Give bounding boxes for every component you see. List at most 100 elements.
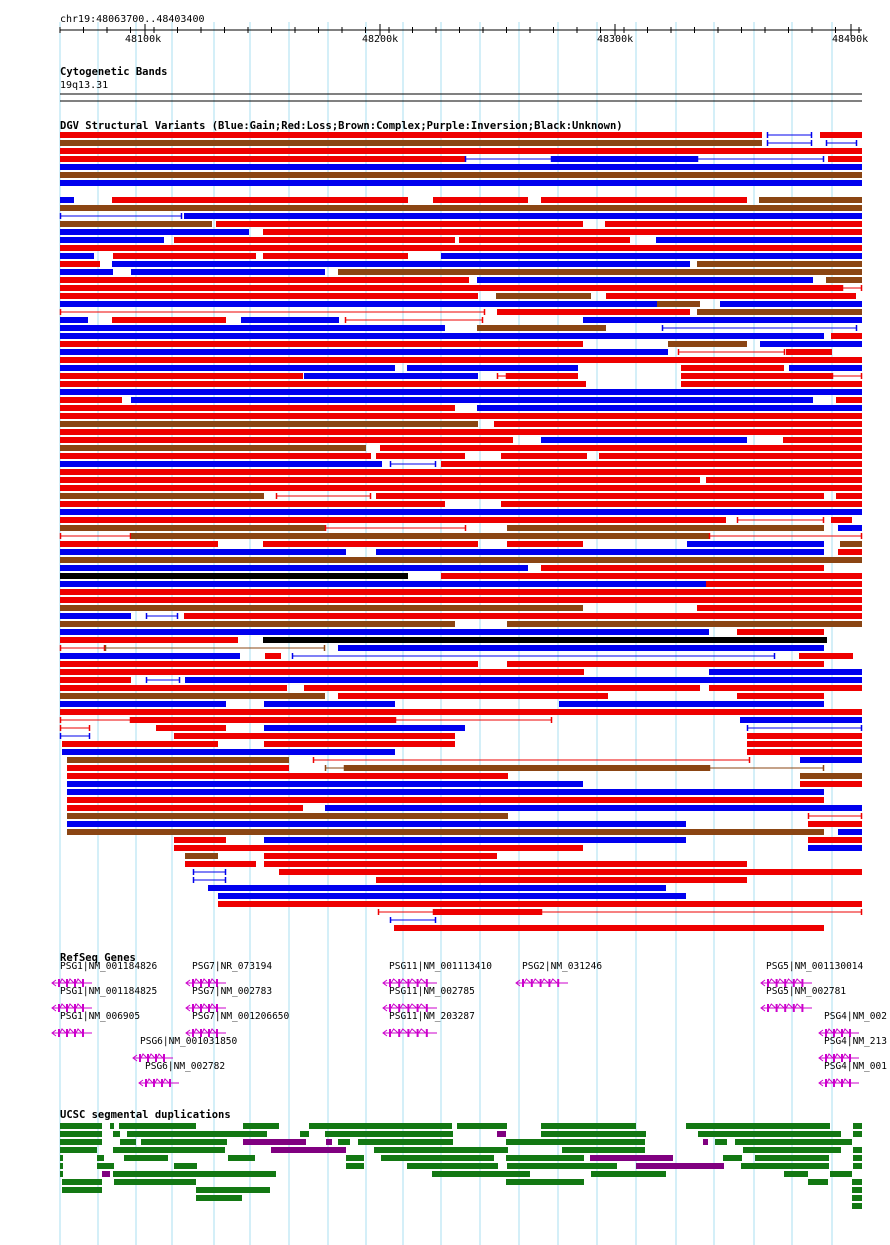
- variant-bar[interactable]: [737, 693, 824, 699]
- variant-span[interactable]: [324, 765, 346, 771]
- segdup-bar[interactable]: [346, 1163, 364, 1169]
- variant-bar[interactable]: [304, 373, 478, 379]
- gene-label[interactable]: PSG6|NM_002782: [145, 1061, 226, 1072]
- variant-bar[interactable]: [433, 197, 528, 203]
- variant-bar[interactable]: [60, 485, 862, 491]
- segdup-bar[interactable]: [808, 1179, 828, 1185]
- variant-bar[interactable]: [60, 621, 455, 627]
- gene-model[interactable]: [515, 978, 568, 987]
- variant-bar[interactable]: [60, 197, 74, 203]
- segdup-bar[interactable]: [97, 1163, 114, 1169]
- segdup-bar[interactable]: [196, 1195, 242, 1201]
- variant-bar[interactable]: [62, 741, 218, 747]
- variant-bar[interactable]: [60, 365, 395, 371]
- variant-bar[interactable]: [720, 301, 862, 307]
- variant-span[interactable]: [389, 917, 437, 923]
- gene-model[interactable]: [185, 1028, 226, 1037]
- gene-label[interactable]: PSG5|NM_002781: [766, 986, 847, 997]
- variant-bar[interactable]: [174, 733, 455, 739]
- variant-span[interactable]: [344, 317, 484, 323]
- variant-span[interactable]: [841, 285, 863, 291]
- segdup-bar[interactable]: [60, 1139, 102, 1145]
- variant-bar[interactable]: [112, 317, 226, 323]
- variant-bar[interactable]: [67, 813, 508, 819]
- variant-bar[interactable]: [800, 773, 862, 779]
- gene-label[interactable]: PSG4|NM_213: [824, 1036, 887, 1047]
- variant-bar[interactable]: [263, 637, 827, 643]
- variant-bar[interactable]: [759, 197, 862, 203]
- variant-bar[interactable]: [541, 197, 747, 203]
- segdup-bar[interactable]: [374, 1147, 508, 1153]
- variant-bar[interactable]: [552, 156, 697, 162]
- gene-label[interactable]: PSG11|NM_002785: [389, 986, 475, 997]
- variant-bar[interactable]: [60, 613, 131, 619]
- segdup-bar[interactable]: [243, 1139, 306, 1145]
- variant-bar[interactable]: [60, 573, 408, 579]
- variant-span[interactable]: [291, 653, 776, 659]
- variant-bar[interactable]: [501, 501, 862, 507]
- segdup-bar[interactable]: [110, 1123, 114, 1129]
- variant-bar[interactable]: [60, 269, 113, 275]
- variant-bar[interactable]: [737, 629, 824, 635]
- variant-bar[interactable]: [477, 277, 813, 283]
- variant-span[interactable]: [389, 461, 437, 467]
- variant-bar[interactable]: [831, 517, 852, 523]
- variant-bar[interactable]: [60, 597, 862, 603]
- segdup-bar[interactable]: [62, 1179, 102, 1185]
- variant-bar[interactable]: [681, 373, 832, 379]
- segdup-bar[interactable]: [62, 1187, 102, 1193]
- variant-bar[interactable]: [459, 237, 630, 243]
- gene-model[interactable]: [138, 1078, 179, 1087]
- variant-span[interactable]: [104, 645, 326, 651]
- variant-bar[interactable]: [60, 180, 862, 186]
- variant-bar[interactable]: [394, 925, 824, 931]
- segdup-bar[interactable]: [60, 1147, 97, 1153]
- variant-bar[interactable]: [697, 605, 862, 611]
- variant-bar[interactable]: [60, 693, 325, 699]
- segdup-bar[interactable]: [346, 1155, 364, 1161]
- variant-bar[interactable]: [60, 389, 862, 395]
- variant-bar[interactable]: [338, 645, 824, 651]
- variant-bar[interactable]: [174, 845, 583, 851]
- variant-bar[interactable]: [507, 525, 824, 531]
- variant-bar[interactable]: [338, 693, 608, 699]
- gene-model[interactable]: [382, 1028, 437, 1037]
- variant-bar[interactable]: [338, 269, 862, 275]
- segdup-bar[interactable]: [358, 1139, 453, 1145]
- variant-bar[interactable]: [131, 397, 813, 403]
- variant-bar[interactable]: [263, 229, 862, 235]
- segdup-bar[interactable]: [271, 1147, 346, 1153]
- gene-label[interactable]: PSG1|NM_006905: [60, 1011, 141, 1022]
- variant-span[interactable]: [59, 733, 91, 739]
- variant-bar[interactable]: [656, 237, 862, 243]
- variant-bar[interactable]: [826, 277, 862, 283]
- gene-model[interactable]: [382, 978, 437, 987]
- variant-bar[interactable]: [840, 541, 862, 547]
- variant-bar[interactable]: [657, 301, 700, 307]
- variant-bar[interactable]: [583, 317, 862, 323]
- variant-bar[interactable]: [60, 285, 842, 291]
- variant-bar[interactable]: [60, 237, 164, 243]
- segdup-bar[interactable]: [196, 1187, 270, 1193]
- variant-bar[interactable]: [747, 749, 862, 755]
- variant-bar[interactable]: [60, 349, 668, 355]
- variant-bar[interactable]: [216, 221, 583, 227]
- segdup-bar[interactable]: [830, 1171, 852, 1177]
- gene-model[interactable]: [185, 1003, 226, 1012]
- variant-span[interactable]: [394, 717, 553, 723]
- segdup-bar[interactable]: [381, 1155, 494, 1161]
- segdup-bar[interactable]: [102, 1171, 110, 1177]
- variant-bar[interactable]: [60, 229, 249, 235]
- gene-model[interactable]: [185, 978, 226, 987]
- variant-bar[interactable]: [838, 549, 862, 555]
- variant-span[interactable]: [766, 140, 813, 146]
- segdup-track-title[interactable]: UCSC segmental duplications: [60, 1109, 231, 1121]
- variant-span[interactable]: [377, 909, 435, 915]
- variant-bar[interactable]: [60, 661, 478, 667]
- segdup-bar[interactable]: [541, 1123, 636, 1129]
- dgv-structural-variants-track[interactable]: [59, 132, 863, 931]
- variant-span[interactable]: [677, 349, 786, 355]
- variant-bar[interactable]: [263, 253, 408, 259]
- variant-bar[interactable]: [112, 261, 690, 267]
- variant-bar[interactable]: [681, 365, 784, 371]
